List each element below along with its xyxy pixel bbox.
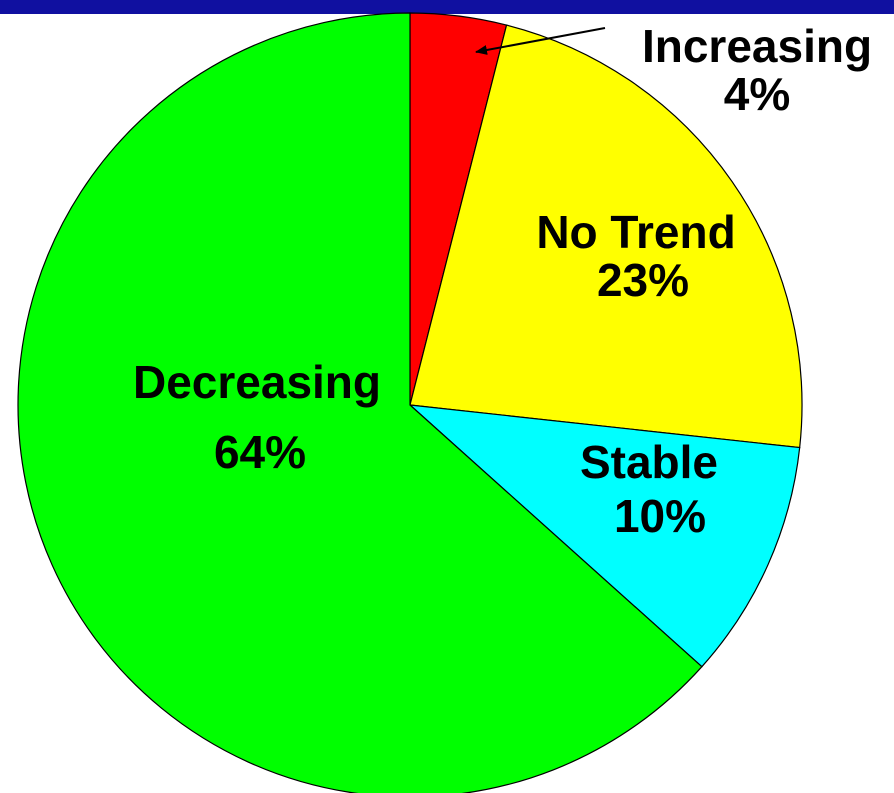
increasing-leader-arrow	[475, 27, 606, 55]
pie-slice-decreasing	[17, 12, 703, 793]
slices-layer	[17, 12, 803, 793]
labels-layer: Increasing 4% No Trend 23% Stable 10% De…	[133, 20, 872, 542]
label-decreasing-name: Decreasing	[133, 356, 381, 408]
label-increasing-percent: 4%	[724, 68, 790, 120]
label-no-trend-percent: 23%	[597, 254, 689, 306]
label-stable-name: Stable	[580, 436, 718, 488]
label-stable-percent: 10%	[614, 490, 706, 542]
pie-slice-stable	[408, 404, 801, 668]
top-band	[0, 0, 894, 14]
pie-slice-no-trend	[409, 24, 803, 449]
label-increasing-name: Increasing	[642, 20, 872, 72]
label-no-trend-name: No Trend	[536, 206, 735, 258]
label-decreasing-percent: 64%	[214, 426, 306, 478]
